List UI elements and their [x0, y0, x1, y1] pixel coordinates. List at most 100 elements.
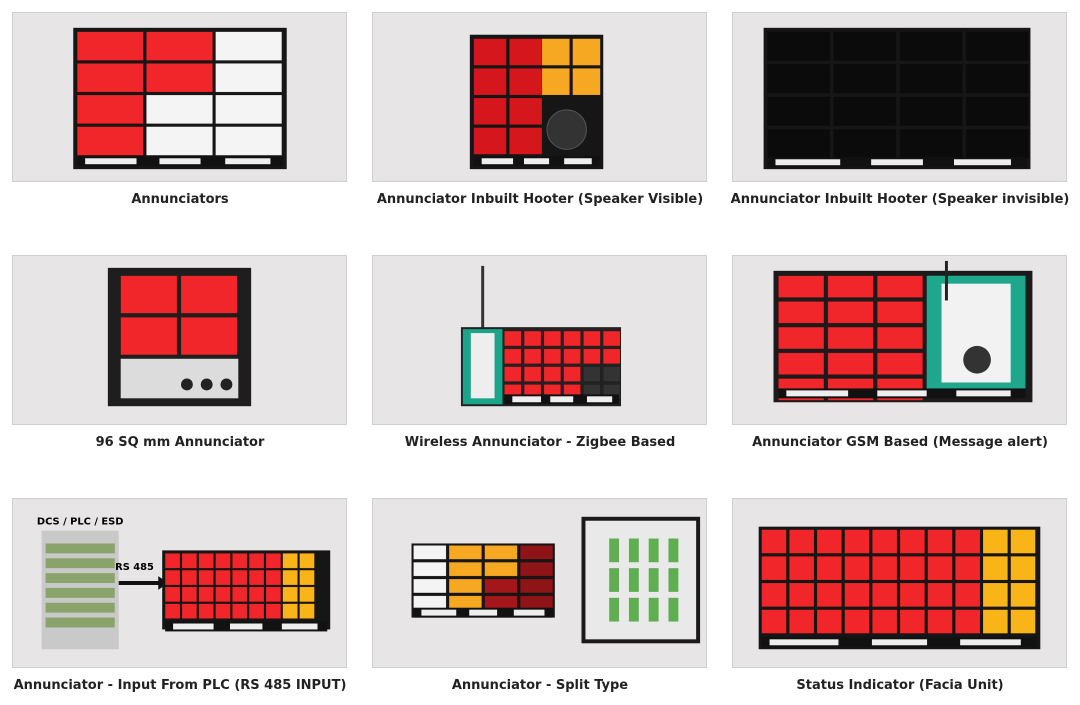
- shape: [778, 352, 825, 375]
- shape: [778, 301, 825, 324]
- shape: [965, 64, 1029, 94]
- product-caption: Annunciator - Input From PLC (RS 485 INP…: [13, 678, 347, 693]
- product-card: [372, 498, 707, 668]
- shape: [844, 582, 870, 607]
- shape: [927, 609, 953, 634]
- shape: [159, 158, 201, 165]
- shape: [827, 275, 874, 298]
- shape: [76, 63, 144, 93]
- shape: [778, 275, 825, 298]
- shape: [421, 609, 457, 616]
- shape: [215, 63, 283, 93]
- shape: [956, 390, 1011, 397]
- shape: [198, 553, 214, 569]
- shape: [955, 582, 981, 607]
- product-image: [107, 267, 252, 407]
- shape: [872, 582, 898, 607]
- shape: [519, 562, 554, 577]
- shape: [45, 587, 115, 598]
- shape: [473, 127, 507, 155]
- shape: [1010, 529, 1036, 554]
- shape: [1010, 556, 1036, 581]
- shape: [164, 569, 181, 586]
- product-image: [773, 260, 1033, 403]
- product-card: [12, 255, 347, 425]
- product-caption: Annunciator Inbuilt Hooter (Speaker Visi…: [376, 192, 704, 207]
- shape: [816, 582, 842, 607]
- shape: [45, 573, 115, 583]
- shape: [413, 595, 447, 610]
- shape: [473, 38, 507, 66]
- product-caption: Status Indicator (Facia Unit): [796, 678, 1004, 693]
- shape: [761, 556, 787, 581]
- shape: [448, 578, 482, 594]
- shape: [844, 529, 870, 554]
- shape: [120, 317, 178, 356]
- shape: [899, 556, 925, 581]
- shape: [871, 639, 928, 646]
- shape: [960, 639, 1021, 646]
- shape: [215, 569, 231, 586]
- shape: [965, 96, 1029, 126]
- shape: [982, 609, 1008, 634]
- shape: [85, 158, 137, 165]
- shape: [469, 609, 498, 616]
- product-card: [372, 255, 707, 425]
- shape: [265, 586, 282, 603]
- shape: [146, 63, 213, 93]
- shape: [484, 545, 518, 560]
- product-card: [372, 12, 707, 182]
- shape: [265, 603, 282, 619]
- shape: [215, 603, 231, 619]
- shape: [164, 603, 181, 619]
- shape: [833, 96, 897, 126]
- shape: [789, 609, 815, 634]
- shape: [120, 275, 178, 314]
- shape: [232, 586, 248, 603]
- shape: [215, 586, 231, 603]
- shape: [982, 529, 1008, 554]
- shape: [872, 609, 898, 634]
- shape: [198, 603, 214, 619]
- shape: [519, 545, 554, 560]
- shape: [146, 126, 213, 156]
- shape: [281, 623, 318, 630]
- shape: [767, 129, 831, 159]
- shape: [76, 94, 144, 124]
- shape: [628, 568, 639, 592]
- shape: [872, 529, 898, 554]
- shape: [448, 545, 482, 560]
- product-card: [732, 255, 1067, 425]
- shape: [248, 569, 265, 586]
- shape: [198, 569, 214, 586]
- shape: [563, 330, 581, 347]
- shape: [668, 568, 679, 592]
- shape: [215, 94, 283, 124]
- shape: [509, 68, 543, 96]
- shape: [583, 366, 601, 382]
- shape: [899, 529, 925, 554]
- product-image: [73, 27, 287, 170]
- shape: [448, 562, 482, 577]
- shape: [877, 326, 923, 350]
- shape: [504, 330, 522, 347]
- shape: [563, 348, 581, 364]
- shape: [541, 68, 570, 96]
- shape: [586, 396, 613, 403]
- shape: [282, 569, 298, 586]
- shape: [120, 358, 239, 399]
- shape: [786, 390, 849, 397]
- shape: [484, 578, 518, 594]
- shape: [628, 597, 639, 622]
- shape: [229, 623, 263, 630]
- knob: [220, 378, 233, 391]
- shape: [1010, 609, 1036, 634]
- shape: [543, 348, 561, 364]
- shape: [523, 158, 550, 165]
- shape: [648, 538, 659, 563]
- shape: [248, 553, 265, 569]
- shape: [965, 129, 1029, 159]
- shape: [833, 31, 897, 61]
- product-card: [732, 498, 1067, 668]
- shape: [899, 129, 963, 159]
